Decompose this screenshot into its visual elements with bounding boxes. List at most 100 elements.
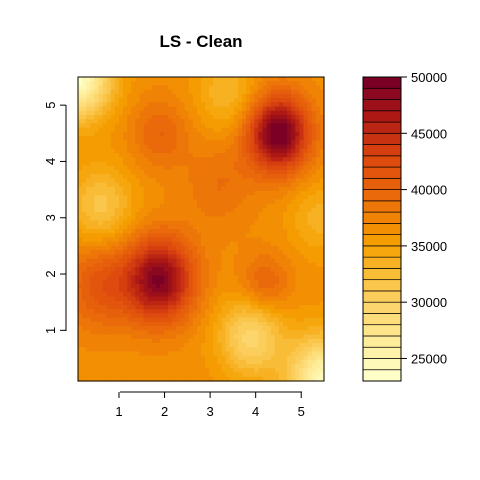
heatmap-cell [242, 254, 247, 260]
heatmap-cell [303, 283, 309, 289]
heatmap-cell [123, 174, 128, 179]
heatmap-cell [217, 178, 223, 184]
heatmap-cell [106, 182, 112, 188]
heatmap-cell [78, 148, 83, 154]
heatmap-cell [131, 321, 136, 327]
heatmap-cell [86, 207, 91, 213]
heatmap-cell [258, 262, 264, 268]
heatmap-cell [250, 292, 255, 298]
heatmap-cell [278, 262, 284, 268]
heatmap-cell [315, 376, 321, 382]
heatmap-cell [139, 326, 145, 331]
heatmap-cell [98, 334, 104, 340]
heatmap-cell [303, 127, 309, 133]
heatmap-cell [307, 296, 313, 302]
heatmap-cell [90, 372, 95, 378]
heatmap-cell [303, 131, 309, 137]
heatmap-cell [315, 191, 321, 196]
heatmap-cell [90, 245, 95, 251]
heatmap-cell [196, 334, 202, 340]
heatmap-cell [201, 85, 206, 91]
heatmap-cell [94, 186, 100, 192]
heatmap-cell [237, 203, 243, 209]
heatmap-cell [270, 93, 276, 99]
heatmap-cell [250, 267, 255, 272]
heatmap-cell [246, 313, 251, 319]
heatmap-cell [242, 292, 247, 298]
heatmap-cell [311, 115, 317, 120]
heatmap-cell [258, 326, 264, 331]
heatmap-cell [176, 376, 182, 382]
heatmap-cell [168, 317, 173, 323]
heatmap-cell [250, 81, 255, 87]
heatmap-cell [283, 169, 288, 175]
heatmap-cell [311, 313, 317, 319]
heatmap-cell [90, 305, 95, 310]
heatmap-cell [299, 317, 305, 323]
heatmap-cell [164, 296, 169, 302]
heatmap-cell [270, 334, 276, 340]
heatmap-cell [291, 127, 296, 133]
heatmap-cell [229, 127, 235, 133]
heatmap-cell [303, 174, 309, 179]
heatmap-cell [164, 165, 169, 171]
heatmap-cell [237, 207, 243, 213]
heatmap-cell [221, 212, 227, 217]
heatmap-cell [160, 347, 165, 353]
heatmap-cell [94, 250, 100, 255]
heatmap-cell [254, 182, 259, 188]
heatmap-cell [291, 98, 296, 103]
heatmap-cell [225, 271, 231, 277]
heatmap-cell [258, 317, 264, 323]
heatmap-cell [303, 254, 309, 260]
heatmap-cell [168, 212, 173, 217]
heatmap-cell [307, 262, 313, 268]
heatmap-cell [225, 119, 231, 125]
heatmap-cell [176, 300, 182, 306]
heatmap-cell [233, 77, 239, 82]
heatmap-cell [82, 212, 87, 217]
heatmap-cell [192, 212, 198, 217]
heatmap-cell [225, 127, 231, 133]
heatmap-cell [143, 203, 149, 209]
heatmap-cell [192, 186, 198, 192]
heatmap-cell [258, 119, 264, 125]
heatmap-cell [283, 271, 288, 277]
heatmap-cell [295, 241, 300, 247]
heatmap-cell [106, 258, 112, 264]
heatmap-cell [78, 338, 83, 344]
y-tick-label: 3 [43, 214, 58, 221]
heatmap-cell [176, 313, 182, 319]
heatmap-cell [266, 186, 272, 192]
heatmap-cell [147, 127, 153, 133]
heatmap-cell [192, 300, 198, 306]
heatmap-cell [299, 359, 305, 365]
heatmap-cell [225, 157, 231, 163]
heatmap-cell [266, 250, 272, 255]
heatmap-cell [172, 110, 177, 116]
heatmap-cell [311, 326, 317, 331]
heatmap-cell [123, 229, 128, 234]
heatmap-cell [270, 85, 276, 91]
heatmap-cell [114, 216, 120, 222]
heatmap-cell [94, 292, 100, 298]
heatmap-cell [86, 338, 91, 344]
heatmap-cell [114, 161, 120, 167]
heatmap-cell [213, 178, 218, 184]
heatmap-cell [254, 89, 259, 95]
heatmap-cell [225, 207, 231, 213]
heatmap-cell [233, 368, 239, 374]
heatmap-cell [319, 271, 325, 277]
heatmap-cell [155, 309, 161, 315]
heatmap-cell [135, 89, 141, 95]
heatmap-cell [233, 123, 239, 129]
heatmap-cell [209, 347, 214, 353]
heatmap-cell [299, 338, 305, 344]
heatmap-cell [319, 347, 325, 353]
heatmap-cell [233, 343, 239, 348]
heatmap-cell [221, 195, 227, 201]
heatmap-cell [295, 98, 300, 103]
heatmap-cell [172, 334, 177, 340]
heatmap-cell [184, 334, 190, 340]
heatmap-cell [102, 77, 108, 82]
